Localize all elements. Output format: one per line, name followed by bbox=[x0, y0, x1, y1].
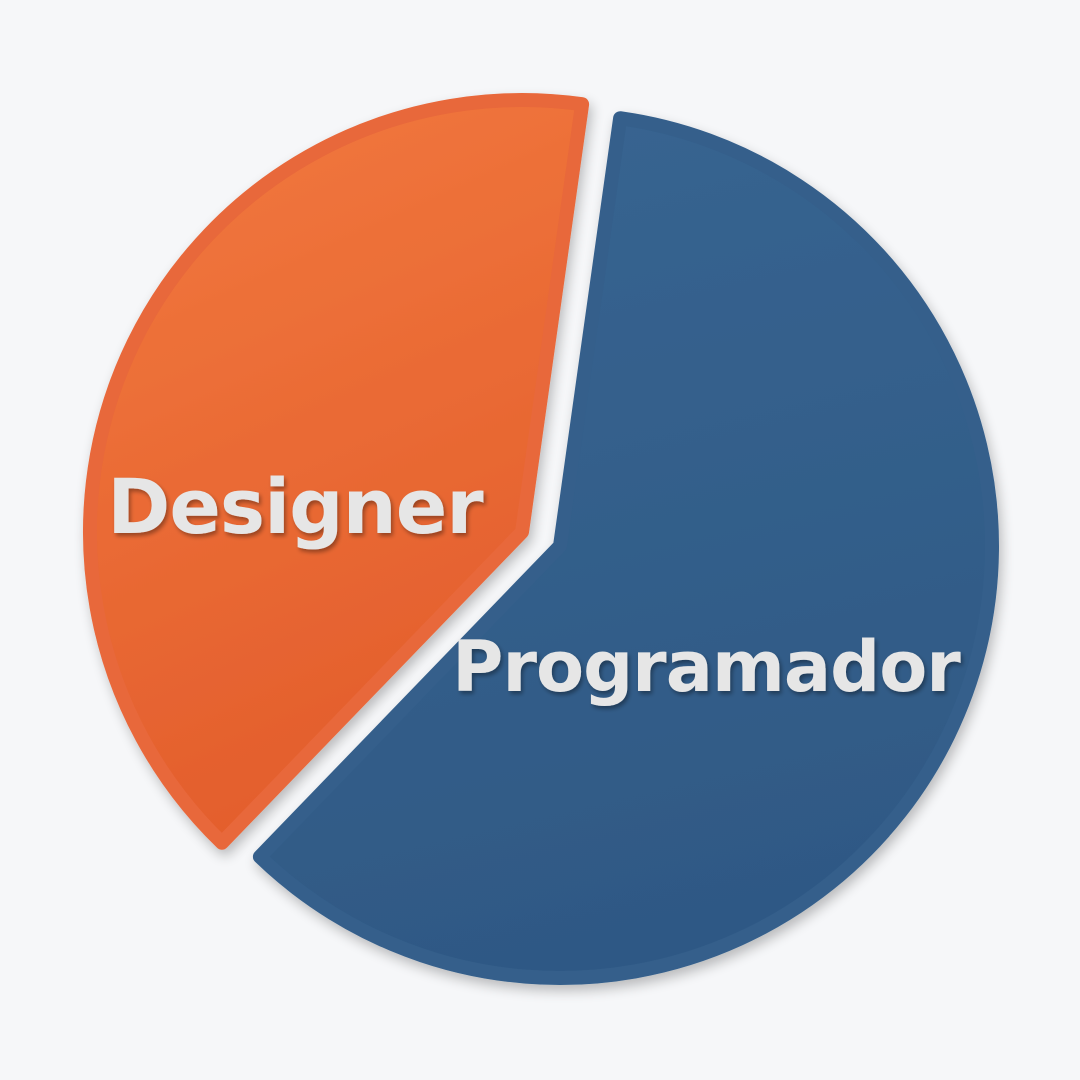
pie-slice-designer bbox=[83, 93, 590, 850]
pie-slice-programador bbox=[252, 111, 999, 985]
pie-label-programador: Programador bbox=[452, 626, 961, 708]
pie-label-designer: Designer bbox=[107, 462, 484, 551]
